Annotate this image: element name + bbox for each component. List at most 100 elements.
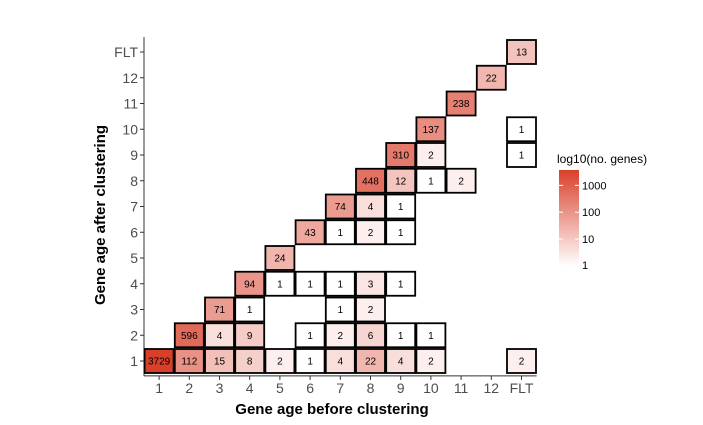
cell-value-label: 2	[277, 357, 283, 368]
x-tick-label: 11	[454, 380, 469, 396]
heatmap-cell: 9	[234, 322, 266, 349]
cell-rect	[355, 348, 386, 374]
cell-rect	[264, 245, 296, 271]
cell-value-label: 1	[398, 331, 404, 342]
cell-rect	[355, 296, 386, 323]
cell-value-label: 94	[244, 279, 256, 290]
cell-rect	[355, 219, 386, 246]
heatmap-cell: 2	[264, 348, 296, 374]
cell-rect	[385, 270, 417, 297]
x-tick-label: 10	[423, 380, 439, 396]
cell-value-label: 74	[335, 202, 347, 213]
cell-rect	[324, 296, 356, 323]
y-tick-label: 7	[130, 199, 138, 215]
cell-rect	[204, 322, 235, 349]
cell-value-label: 2	[519, 357, 525, 368]
heatmap-cell: 8	[234, 348, 266, 374]
cell-value-label: 1	[338, 305, 344, 316]
cell-value-label: 1	[519, 125, 525, 136]
cell-value-label: 71	[214, 305, 226, 316]
cell-rect	[324, 193, 356, 220]
cell-value-label: 15	[214, 357, 226, 368]
cell-rect	[143, 348, 175, 374]
cell-rect	[264, 270, 296, 297]
heatmap-cell: 1	[385, 193, 417, 220]
cell-value-label: 12	[395, 176, 407, 187]
heatmap-cell: 112	[173, 348, 205, 374]
heatmap-cell: 4	[385, 348, 417, 374]
cell-value-label: 310	[392, 151, 409, 162]
heatmap-cell: 13	[506, 39, 537, 65]
cell-value-label: 448	[362, 176, 379, 187]
cell-value-label: 24	[274, 254, 286, 265]
cell-rect	[385, 142, 417, 168]
cell-rect	[506, 39, 537, 65]
cell-rect	[294, 348, 326, 374]
cell-rect	[475, 64, 507, 91]
heatmap-cell: 12	[385, 167, 417, 194]
heatmap-cell: 2	[324, 322, 356, 349]
cell-rect	[506, 116, 537, 143]
x-tick-label: 4	[246, 380, 254, 396]
heatmap-cell: 310	[385, 142, 417, 168]
cell-rect	[506, 142, 537, 168]
cell-rect	[234, 270, 266, 297]
heatmap-cell: 448	[355, 167, 386, 194]
heatmap-cell: 4	[204, 322, 235, 349]
cell-value-label: 22	[365, 357, 377, 368]
heatmap-cell: 6	[355, 322, 386, 349]
heatmap-cell: 74	[324, 193, 356, 220]
cell-rect	[415, 142, 447, 168]
x-axis-title: Gene age before clustering	[235, 401, 428, 418]
cell-rect	[264, 348, 296, 374]
heatmap-cell: 2	[415, 348, 447, 374]
heatmap-cell: 1	[294, 348, 326, 374]
x-tick-label: 2	[185, 380, 193, 396]
heatmap-cell: 1	[506, 142, 537, 168]
x-tick-label: 8	[367, 380, 375, 396]
heatmap-cell: 1	[506, 116, 537, 143]
heatmap-cell: 3729	[143, 348, 175, 374]
x-tick-label: 5	[276, 380, 284, 396]
cell-value-label: 1	[307, 279, 313, 290]
cell-value-label: 22	[486, 73, 498, 84]
y-tick-label: 11	[123, 96, 138, 112]
cell-rect	[415, 322, 447, 349]
heatmap-cell: 2	[415, 142, 447, 168]
cell-rect	[506, 348, 537, 374]
cell-value-label: 2	[338, 331, 344, 342]
y-tick-label: 3	[130, 302, 138, 318]
heatmap-cell: 1	[324, 296, 356, 323]
y-tick-label: 12	[122, 70, 138, 86]
cell-value-label: 2	[428, 151, 434, 162]
x-tick-label: 12	[484, 380, 500, 396]
cell-rect	[355, 270, 386, 297]
cell-rect	[445, 90, 477, 117]
heatmap-cell: 1	[385, 322, 417, 349]
heatmap-cell: 3	[355, 270, 386, 297]
heatmap-cell: 1	[264, 270, 296, 297]
cell-value-label: 1	[307, 357, 313, 368]
cell-rect	[385, 193, 417, 220]
cell-rect	[324, 348, 356, 374]
cell-rect	[173, 348, 205, 374]
color-legend: log10(no. genes) 1 10 100 1000	[557, 152, 647, 272]
cell-rect	[234, 322, 266, 349]
cell-value-label: 1	[338, 279, 344, 290]
cell-rect	[415, 348, 447, 374]
legend-tick-label: 1	[582, 260, 588, 272]
cell-rect	[324, 270, 356, 297]
y-tick-label: 2	[130, 327, 138, 343]
cell-rect	[324, 322, 356, 349]
cell-rect	[355, 193, 386, 220]
heatmap-cell: 1	[234, 296, 266, 323]
cell-value-label: 1	[398, 228, 404, 239]
cell-rect	[294, 270, 326, 297]
heatmap-cell: 22	[475, 64, 507, 91]
x-tick-label: 9	[397, 380, 405, 396]
y-tick-label: 10	[122, 121, 138, 137]
heatmap-cell: 1	[415, 322, 447, 349]
legend-color-bar	[559, 170, 579, 266]
